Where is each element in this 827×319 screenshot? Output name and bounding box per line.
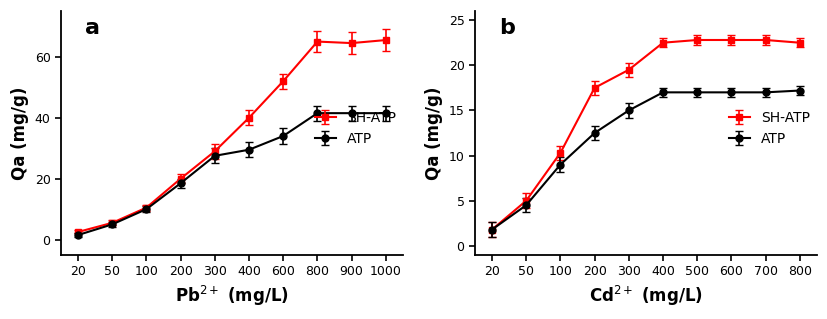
X-axis label: Cd$^{2+}$ (mg/L): Cd$^{2+}$ (mg/L) — [588, 284, 702, 308]
Y-axis label: Qa (mg/g): Qa (mg/g) — [424, 86, 442, 180]
X-axis label: Pb$^{2+}$ (mg/L): Pb$^{2+}$ (mg/L) — [174, 284, 289, 308]
Legend: SH-ATP, ATP: SH-ATP, ATP — [728, 111, 809, 145]
Text: b: b — [499, 19, 514, 38]
Legend: SH-ATP, ATP: SH-ATP, ATP — [314, 111, 395, 145]
Text: a: a — [85, 19, 100, 38]
Y-axis label: Qa (mg/g): Qa (mg/g) — [11, 86, 29, 180]
